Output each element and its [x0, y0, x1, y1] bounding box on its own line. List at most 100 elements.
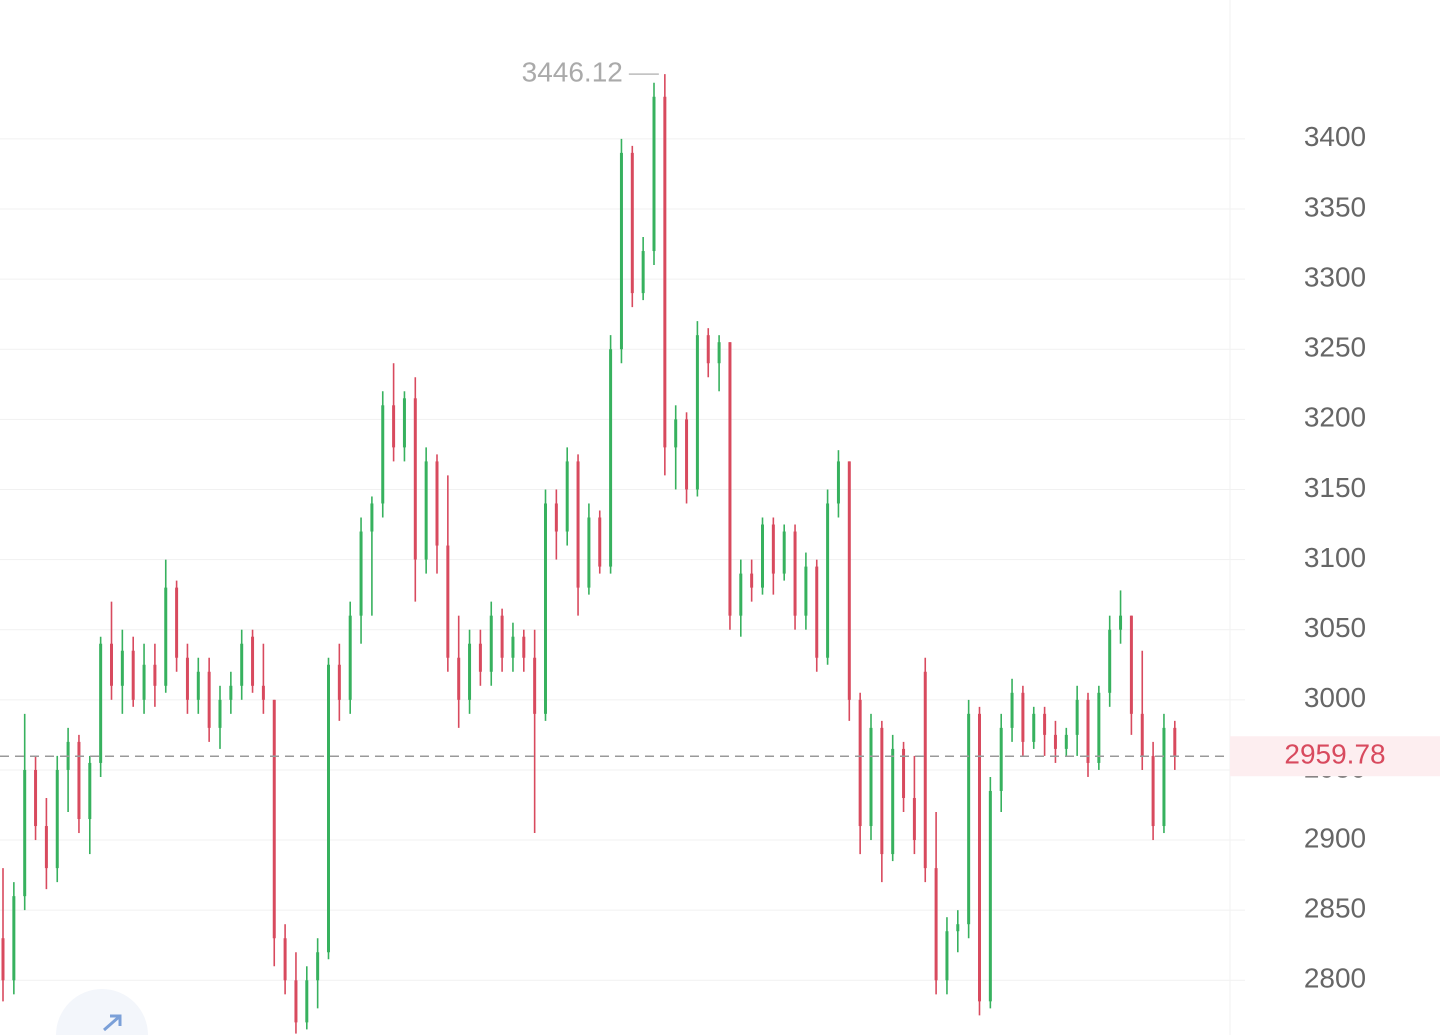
body	[663, 96, 667, 448]
body	[804, 566, 808, 616]
body	[544, 503, 547, 714]
body	[23, 769, 27, 897]
body	[261, 685, 265, 700]
body	[815, 566, 819, 658]
body	[359, 531, 363, 616]
y-tick-label: 2850	[1304, 893, 1366, 924]
body	[619, 152, 623, 350]
body	[500, 615, 504, 658]
body	[565, 461, 569, 532]
body	[327, 664, 330, 953]
y-tick-label: 3300	[1304, 261, 1366, 292]
body	[869, 727, 873, 827]
body	[956, 924, 960, 932]
body	[706, 335, 710, 364]
body	[34, 769, 38, 827]
body	[294, 980, 298, 1023]
body	[88, 762, 92, 820]
body	[630, 152, 634, 294]
body	[587, 517, 591, 588]
last-price-box	[1230, 736, 1440, 777]
body	[164, 587, 168, 686]
body	[880, 727, 884, 855]
y-tick-label: 3150	[1304, 472, 1366, 503]
body	[695, 335, 699, 490]
body	[999, 727, 1003, 791]
body	[978, 713, 981, 1002]
body	[554, 503, 558, 532]
body	[1119, 615, 1123, 630]
body	[945, 931, 949, 981]
body	[782, 531, 786, 574]
arrow-icon	[103, 1014, 122, 1032]
y-tick-label: 3350	[1304, 191, 1366, 222]
body	[967, 713, 971, 925]
body	[316, 952, 320, 981]
body	[120, 650, 124, 686]
body	[381, 405, 385, 504]
y-tick-label: 3000	[1304, 682, 1366, 713]
body	[251, 636, 255, 686]
body	[652, 96, 656, 252]
button-circle[interactable]	[56, 989, 148, 1035]
body	[674, 419, 678, 448]
body	[468, 643, 472, 700]
body	[207, 671, 211, 728]
body	[305, 980, 309, 1023]
y-tick-label: 3250	[1304, 332, 1366, 363]
body	[44, 826, 48, 869]
body	[826, 503, 830, 658]
body	[77, 741, 81, 820]
body	[99, 643, 103, 763]
scroll-button[interactable]	[56, 989, 148, 1035]
body	[750, 573, 754, 588]
high-annotation: 3446.12	[522, 57, 623, 88]
body	[1032, 713, 1036, 742]
body	[110, 643, 113, 686]
body	[1162, 727, 1166, 827]
body	[131, 650, 135, 700]
body	[988, 790, 992, 1002]
body	[1043, 713, 1047, 735]
body	[923, 671, 927, 869]
body	[1, 938, 5, 981]
body	[836, 461, 840, 504]
body	[1075, 699, 1079, 735]
body	[55, 769, 59, 869]
body	[1086, 699, 1090, 763]
body	[348, 615, 352, 700]
body	[435, 461, 439, 546]
body	[858, 699, 862, 827]
body	[912, 797, 916, 841]
body	[728, 342, 732, 616]
y-tick-label: 3400	[1304, 121, 1366, 152]
body	[12, 896, 16, 981]
y-tick-label: 2900	[1304, 822, 1366, 853]
body	[370, 503, 374, 532]
body	[609, 349, 613, 567]
body	[511, 636, 515, 658]
y-tick-label: 3050	[1304, 612, 1366, 643]
body	[934, 868, 938, 981]
body	[771, 524, 775, 574]
grid: 2800285029002950300030503100315032003250…	[0, 121, 1366, 994]
candles	[1, 74, 1177, 1034]
body	[902, 748, 906, 798]
body	[1010, 692, 1014, 728]
body	[717, 342, 721, 364]
body	[891, 748, 895, 855]
y-tick-label: 3100	[1304, 542, 1366, 573]
body	[196, 671, 200, 700]
body	[739, 573, 743, 616]
body	[153, 664, 157, 686]
body	[413, 398, 417, 560]
body	[685, 419, 689, 490]
body	[185, 657, 189, 700]
body	[283, 938, 287, 981]
body	[1108, 629, 1112, 693]
body	[337, 664, 341, 700]
body	[1064, 734, 1068, 749]
y-tick-label: 3200	[1304, 402, 1366, 433]
